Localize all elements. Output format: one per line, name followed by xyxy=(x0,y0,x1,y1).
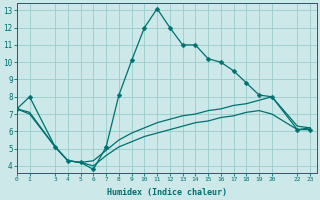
X-axis label: Humidex (Indice chaleur): Humidex (Indice chaleur) xyxy=(107,188,227,197)
